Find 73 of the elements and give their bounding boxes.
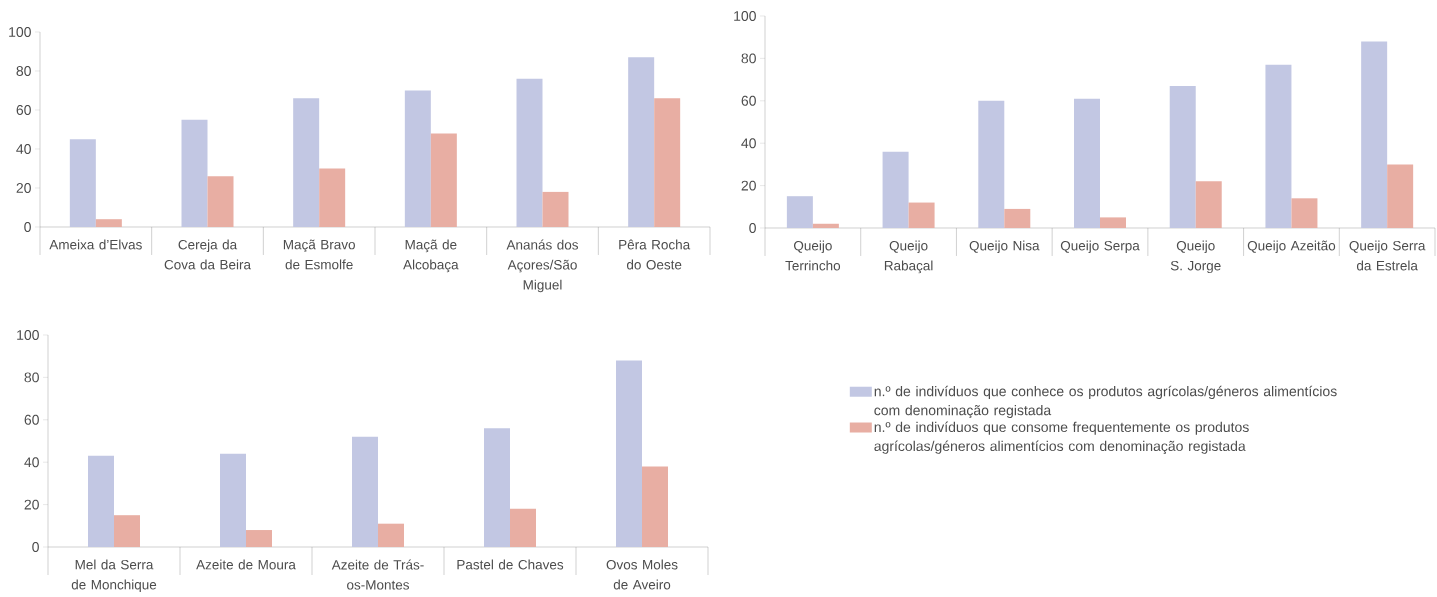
- bar: [1169, 85, 1196, 228]
- bar: [642, 466, 668, 547]
- bar: [484, 428, 510, 547]
- x-tick-label: Queijo Serra da Estrela: [1349, 240, 1426, 271]
- bar: [882, 151, 909, 228]
- y-tick-label: 60: [24, 414, 39, 425]
- y-tick-label: 0: [749, 223, 756, 233]
- y-tick-label: 100: [9, 27, 31, 37]
- y-tick-label: 60: [741, 95, 756, 106]
- y-tick-label: 20: [16, 183, 31, 193]
- bar: [616, 360, 642, 547]
- bar: [786, 196, 813, 228]
- x-tick-label: Ameixa d’Elvas: [49, 239, 142, 250]
- y-tick-label: 80: [741, 53, 756, 64]
- x-tick-label: Queijo Terrincho: [785, 240, 841, 271]
- x-tick-label: Ovos Moles de Aveiro: [606, 559, 678, 590]
- bar: [510, 508, 536, 547]
- bar: [516, 78, 543, 227]
- bar: [293, 98, 320, 227]
- bar: [404, 90, 431, 227]
- bar: [1074, 98, 1101, 228]
- y-tick-label: 20: [24, 499, 39, 510]
- x-tick-label: Azeite de Trás-os-Montes: [331, 559, 424, 590]
- bar: [812, 223, 839, 228]
- bar: [378, 523, 404, 547]
- y-tick-label: 20: [741, 180, 756, 191]
- bar: [628, 57, 655, 227]
- bar: [88, 455, 114, 547]
- bar: [654, 98, 681, 227]
- bar: [181, 119, 208, 227]
- bar: [908, 202, 935, 228]
- y-tick-label: 40: [741, 138, 756, 149]
- y-tick-label: 60: [16, 105, 31, 115]
- bar: [220, 453, 246, 547]
- y-tick-label: 0: [24, 222, 31, 232]
- y-tick-label: 0: [32, 542, 39, 552]
- x-tick-label: Queijo Azeitão: [1247, 240, 1336, 254]
- legend-label: n.º de indivíduos que consome frequentemente os produtos agrícolas/géneros alimentícios com denominação registada: [874, 421, 1249, 454]
- bar: [319, 168, 346, 227]
- y-tick-label: 100: [17, 330, 39, 340]
- x-tick-label: Pêra Rocha do Oeste: [619, 239, 691, 270]
- bar: [430, 133, 457, 227]
- x-tick-label: Maçã de Alcobaça: [403, 239, 459, 273]
- x-tick-label: Pastel de Chaves: [457, 559, 564, 570]
- y-tick-label: 80: [16, 66, 31, 76]
- bar: [542, 191, 569, 227]
- y-tick-label: 80: [24, 372, 39, 383]
- y-tick-label: 40: [16, 144, 31, 154]
- y-tick-label: 40: [24, 457, 39, 468]
- bar: [114, 515, 140, 547]
- bar: [69, 139, 96, 227]
- x-tick-label: Queijo S. Jorge: [1170, 240, 1221, 274]
- x-tick-label: Azeite de Moura: [196, 559, 296, 570]
- bar: [1265, 64, 1292, 228]
- bar: [1004, 208, 1031, 228]
- x-tick-label: Mel da Serra de Monchique: [71, 559, 157, 593]
- x-tick-label: Queijo Rabaçal: [884, 240, 933, 274]
- bar: [1195, 181, 1222, 228]
- bar: [1387, 164, 1414, 228]
- x-tick-label: Ananás dos Açores/São Miguel: [506, 239, 579, 293]
- bar: [1100, 217, 1127, 228]
- x-tick-label: Queijo Nisa: [969, 240, 1040, 254]
- bar: [1291, 198, 1318, 228]
- x-tick-label: Queijo Serpa: [1060, 240, 1140, 254]
- bar: [246, 530, 272, 547]
- y-tick-label: 100: [734, 11, 756, 21]
- bar: [1361, 41, 1388, 228]
- bar: [978, 100, 1005, 228]
- bar: [95, 219, 122, 227]
- x-tick-label: Cereja da Cova da Beira: [164, 239, 252, 270]
- bar: [352, 436, 378, 547]
- x-tick-label: Maçã Bravo de Esmolfe: [283, 239, 355, 270]
- bar: [207, 176, 234, 227]
